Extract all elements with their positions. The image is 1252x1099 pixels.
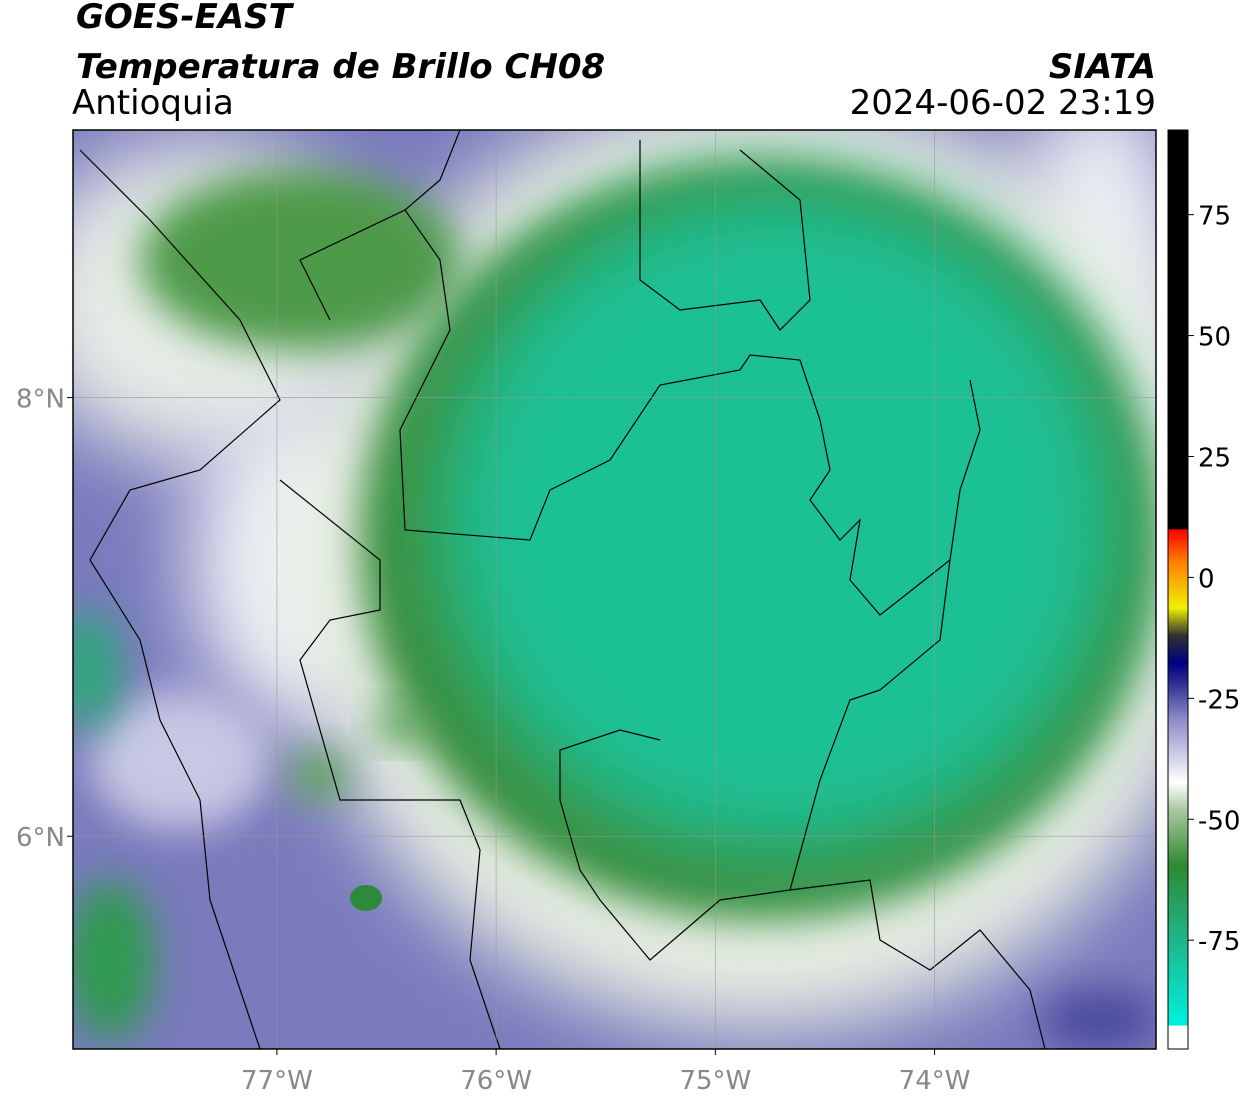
region: Antioquia [72,83,234,123]
grid [73,130,1156,1049]
x-tick-label: 77°W [241,1066,313,1096]
colorbar-label: 50 [1198,323,1231,353]
colorbar-label: 25 [1198,443,1231,473]
source: SIATA [1049,47,1156,87]
satellite: GOES-EAST [76,0,295,37]
x-tick-label: 75°W [679,1066,751,1096]
colorbar-label: 75 [1198,202,1231,232]
colorbar-label: -50 [1198,806,1240,836]
product: Temperatura de Brillo CH08 [76,47,605,87]
imagery [73,130,1156,1049]
x-tick-label: 76°W [460,1066,532,1096]
colorbar-label: 0 [1198,564,1215,594]
datetime: 2024-06-02 23:19 [850,83,1156,123]
map-frame [72,129,1157,1050]
y-tick-label: 8°N [16,385,65,415]
x-tick-label: 74°W [899,1066,971,1096]
colorbar [1167,129,1189,1050]
colorbar-label: -75 [1198,927,1240,957]
colorbar-label: -25 [1198,685,1240,715]
y-tick-label: 6°N [16,823,65,853]
